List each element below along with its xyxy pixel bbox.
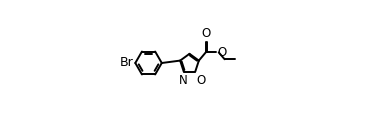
Text: O: O xyxy=(201,27,210,40)
Text: O: O xyxy=(196,74,205,87)
Text: N: N xyxy=(179,74,188,87)
Text: Br: Br xyxy=(120,56,134,70)
Text: O: O xyxy=(217,46,227,59)
